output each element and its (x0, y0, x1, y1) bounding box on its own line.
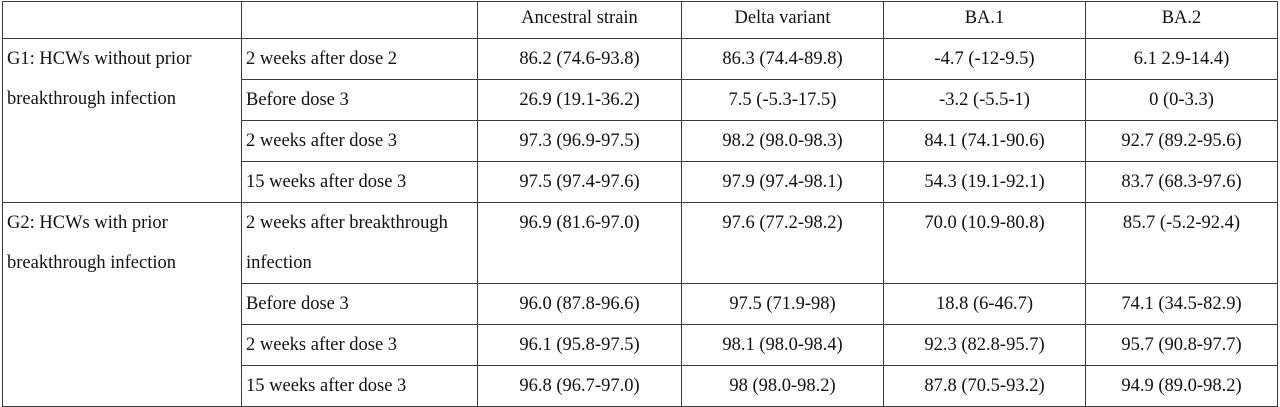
condition-cell: 2 weeks after dose 3 (241, 120, 478, 162)
table-row: G2: HCWs with prior breakthrough infecti… (2, 202, 1278, 407)
header-cell-group (2, 1, 242, 39)
value-cell: 98.1 (98.0-98.4) (681, 324, 884, 366)
value-cell: 96.8 (96.7-97.0) (477, 365, 682, 407)
value-cell: -4.7 (-12-9.5) (883, 38, 1086, 80)
value-cell: 95.7 (90.8-97.7) (1085, 324, 1278, 366)
value-cell: 92.3 (82.8-95.7) (883, 324, 1086, 366)
condition-cell: 15 weeks after dose 3 (241, 161, 478, 203)
condition-cell: Before dose 3 (241, 283, 478, 325)
group-label-g1: G1: HCWs without prior breakthrough infe… (2, 38, 242, 203)
header-cell-ba2: BA.2 (1085, 1, 1278, 39)
condition-cell: 2 weeks after dose 3 (241, 324, 478, 366)
value-cell: -3.2 (-5.5-1) (883, 79, 1086, 121)
table-row: G1: HCWs without prior breakthrough infe… (2, 38, 1278, 203)
value-cell: 97.5 (71.9-98) (681, 283, 884, 325)
condition-cell: 2 weeks after dose 2 (241, 38, 478, 80)
value-cell: 18.8 (6-46.7) (883, 283, 1086, 325)
value-cell: 70.0 (10.9-80.8) (883, 202, 1086, 284)
value-cell: 94.9 (89.0-98.2) (1085, 365, 1278, 407)
value-cell: 98.2 (98.0-98.3) (681, 120, 884, 162)
group-label-g2: G2: HCWs with prior breakthrough infecti… (2, 202, 242, 407)
value-cell: 96.0 (87.8-96.6) (477, 283, 682, 325)
table-row: 15 weeks after dose 3 97.5 (97.4-97.6) 9… (3, 161, 1278, 203)
value-cell: 7.5 (-5.3-17.5) (681, 79, 884, 121)
value-cell: 26.9 (19.1-36.2) (477, 79, 682, 121)
value-cell: 97.3 (96.9-97.5) (477, 120, 682, 162)
condition-cell: 2 weeks after breakthrough infection (241, 202, 478, 284)
value-cell: 92.7 (89.2-95.6) (1085, 120, 1278, 162)
condition-cell: Before dose 3 (241, 79, 478, 121)
value-cell: 86.3 (74.4-89.8) (681, 38, 884, 80)
condition-cell: 15 weeks after dose 3 (241, 365, 478, 407)
value-cell: 96.9 (81.6-97.0) (477, 202, 682, 284)
value-cell: 74.1 (34.5-82.9) (1085, 283, 1278, 325)
table-row: Before dose 3 96.0 (87.8-96.6) 97.5 (71.… (3, 283, 1278, 325)
value-cell: 97.9 (97.4-98.1) (681, 161, 884, 203)
header-cell-ba1: BA.1 (883, 1, 1086, 39)
value-cell: 97.6 (77.2-98.2) (681, 202, 884, 284)
header-cell-delta: Delta variant (681, 1, 884, 39)
value-cell: 97.5 (97.4-97.6) (477, 161, 682, 203)
value-cell: 6.1 2.9-14.4) (1085, 38, 1278, 80)
table-row: 15 weeks after dose 3 96.8 (96.7-97.0) 9… (3, 365, 1278, 407)
value-cell: 84.1 (74.1-90.6) (883, 120, 1086, 162)
value-cell: 98 (98.0-98.2) (681, 365, 884, 407)
value-cell: 85.7 (-5.2-92.4) (1085, 202, 1278, 284)
table-row: 2 weeks after dose 3 97.3 (96.9-97.5) 98… (3, 120, 1278, 162)
header-row: Ancestral strain Delta variant BA.1 BA.2 (2, 1, 1278, 39)
table-row: 2 weeks after dose 3 96.1 (95.8-97.5) 98… (3, 324, 1278, 366)
value-cell: 54.3 (19.1-92.1) (883, 161, 1086, 203)
value-cell: 86.2 (74.6-93.8) (477, 38, 682, 80)
value-cell: 0 (0-3.3) (1085, 79, 1278, 121)
header-cell-condition (241, 1, 478, 39)
value-cell: 83.7 (68.3-97.6) (1085, 161, 1278, 203)
value-cell: 87.8 (70.5-93.2) (883, 365, 1086, 407)
value-cell: 96.1 (95.8-97.5) (477, 324, 682, 366)
header-cell-ancestral: Ancestral strain (477, 1, 682, 39)
table-row: Before dose 3 26.9 (19.1-36.2) 7.5 (-5.3… (3, 79, 1278, 121)
